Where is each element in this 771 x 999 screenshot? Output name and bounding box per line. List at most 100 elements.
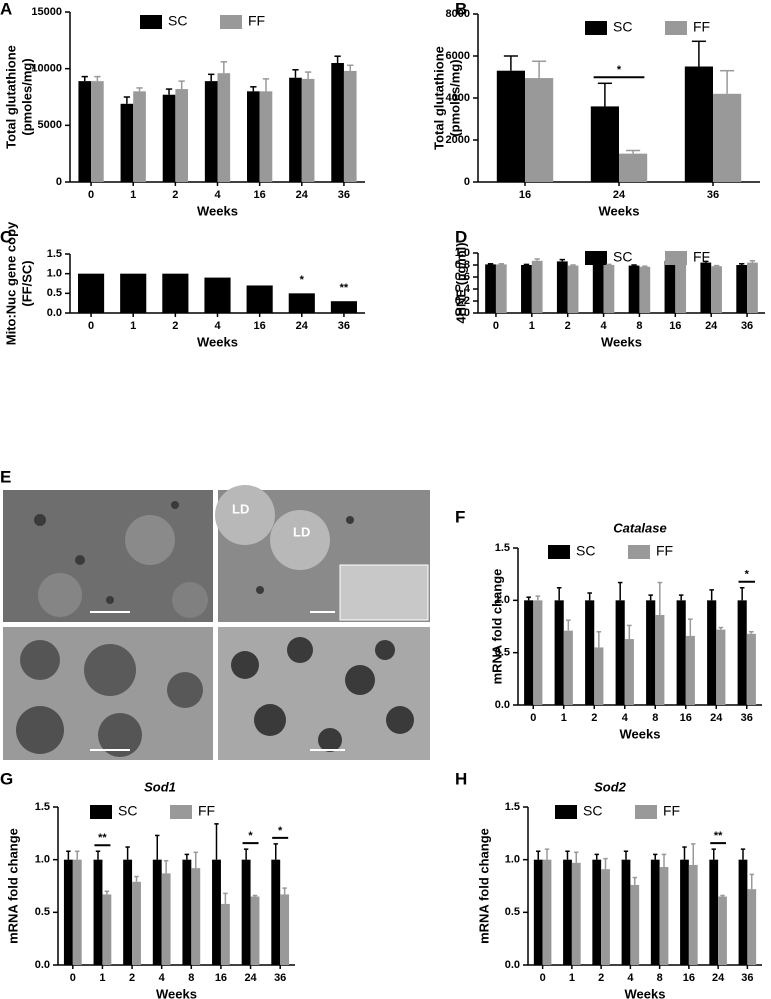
x-tick-label: 1 bbox=[529, 320, 535, 332]
bar bbox=[594, 647, 604, 705]
error-bar bbox=[740, 848, 746, 860]
legend-swatch bbox=[665, 21, 687, 35]
x-tick-label: 36 bbox=[741, 320, 753, 332]
bar bbox=[556, 261, 568, 313]
x-tick-label: 16 bbox=[215, 972, 227, 984]
x-axis-label: Weeks bbox=[601, 334, 642, 349]
x-tick-label: 24 bbox=[710, 712, 723, 724]
error-bar bbox=[565, 850, 570, 860]
significance-label: * bbox=[300, 274, 305, 286]
bar bbox=[628, 265, 640, 313]
organelles bbox=[16, 501, 414, 757]
significance-label: * bbox=[745, 569, 750, 581]
panel-letter: B bbox=[455, 0, 467, 18]
error-bar bbox=[627, 624, 632, 640]
error-bar bbox=[749, 260, 756, 263]
y-tick-label: 0.5 bbox=[47, 287, 62, 299]
bar bbox=[680, 859, 689, 965]
error-bar bbox=[626, 149, 641, 154]
bar bbox=[531, 260, 543, 313]
bar bbox=[601, 869, 610, 965]
bar bbox=[212, 859, 221, 965]
error-bar bbox=[125, 846, 130, 860]
panel-letter: F bbox=[455, 507, 465, 526]
legend-label: FF bbox=[693, 249, 710, 265]
bar bbox=[247, 91, 260, 182]
error-bar bbox=[81, 75, 88, 82]
bar bbox=[590, 106, 619, 182]
bar bbox=[676, 600, 686, 705]
x-tick-label: 0 bbox=[88, 320, 94, 332]
error-bar bbox=[535, 595, 541, 601]
bar bbox=[191, 868, 201, 965]
x-tick-label: 36 bbox=[741, 972, 753, 984]
bar bbox=[521, 265, 532, 313]
legend-swatch bbox=[90, 805, 112, 819]
legend-swatch bbox=[555, 805, 577, 819]
bar bbox=[675, 264, 687, 313]
x-tick-label: 0 bbox=[530, 712, 536, 724]
x-tick-label: 4 bbox=[601, 320, 608, 332]
bar bbox=[241, 859, 251, 965]
bar bbox=[630, 884, 640, 965]
error-bar bbox=[526, 596, 531, 601]
error-bar bbox=[739, 587, 745, 601]
bar bbox=[204, 277, 231, 313]
error-bar bbox=[556, 587, 562, 601]
lipid-droplet bbox=[215, 485, 275, 545]
y-tick-label: 0.5 bbox=[495, 647, 510, 659]
error-bar bbox=[691, 843, 696, 865]
legend-label: FF bbox=[693, 19, 710, 35]
error-bar bbox=[631, 264, 637, 266]
bar bbox=[496, 70, 525, 182]
x-tick-label: 2 bbox=[172, 189, 178, 201]
chart-title: Sod1 bbox=[144, 779, 176, 794]
error-bar bbox=[653, 853, 658, 860]
x-tick-label: 1 bbox=[561, 712, 567, 724]
legend-swatch bbox=[140, 15, 162, 29]
y-axis-label: Mito:Nuc gene copy bbox=[3, 221, 18, 345]
bar bbox=[301, 78, 315, 182]
bar bbox=[271, 859, 281, 965]
lipid-droplet bbox=[270, 510, 330, 570]
y-tick-label: 1.0 bbox=[505, 854, 520, 866]
y-axis-label: (pmoles/mg) bbox=[19, 58, 34, 135]
bar bbox=[563, 859, 572, 965]
error-bar bbox=[594, 853, 599, 860]
x-tick-label: 24 bbox=[613, 189, 626, 201]
y-axis-label: Total glutathione bbox=[3, 45, 18, 149]
error-bar bbox=[711, 848, 716, 860]
bar bbox=[655, 614, 665, 705]
y-axis-label: 4HNE (µg/ml) bbox=[453, 242, 468, 323]
bar bbox=[707, 600, 717, 705]
x-axis-label: Weeks bbox=[599, 203, 640, 218]
error-bar bbox=[304, 71, 312, 79]
bar bbox=[603, 265, 615, 313]
y-axis-label: (pmoles/mg) bbox=[447, 59, 462, 136]
bar bbox=[592, 859, 602, 965]
error-bar bbox=[94, 75, 101, 82]
error-bar bbox=[178, 80, 185, 90]
error-bar bbox=[534, 258, 540, 261]
y-tick-label: 1.0 bbox=[455, 247, 470, 259]
bar bbox=[524, 600, 534, 705]
bar bbox=[624, 639, 634, 705]
x-tick-label: 2 bbox=[172, 320, 178, 332]
x-tick-label: 8 bbox=[652, 712, 658, 724]
error-bar bbox=[292, 69, 299, 78]
bar bbox=[639, 266, 651, 313]
bar bbox=[659, 867, 669, 965]
bar bbox=[592, 265, 604, 313]
error-bar bbox=[347, 64, 354, 71]
y-tick-label: 1.5 bbox=[505, 801, 520, 813]
bar bbox=[485, 264, 496, 313]
error-bar bbox=[691, 40, 706, 67]
error-bar bbox=[273, 843, 278, 860]
error-bar bbox=[136, 87, 143, 92]
bar bbox=[621, 859, 631, 965]
error-bar bbox=[487, 263, 494, 265]
error-bar bbox=[718, 626, 724, 630]
y-axis-label: Total glutathione bbox=[431, 46, 446, 150]
x-axis-label: Weeks bbox=[197, 334, 238, 349]
y-tick-label: 1.5 bbox=[35, 801, 50, 813]
